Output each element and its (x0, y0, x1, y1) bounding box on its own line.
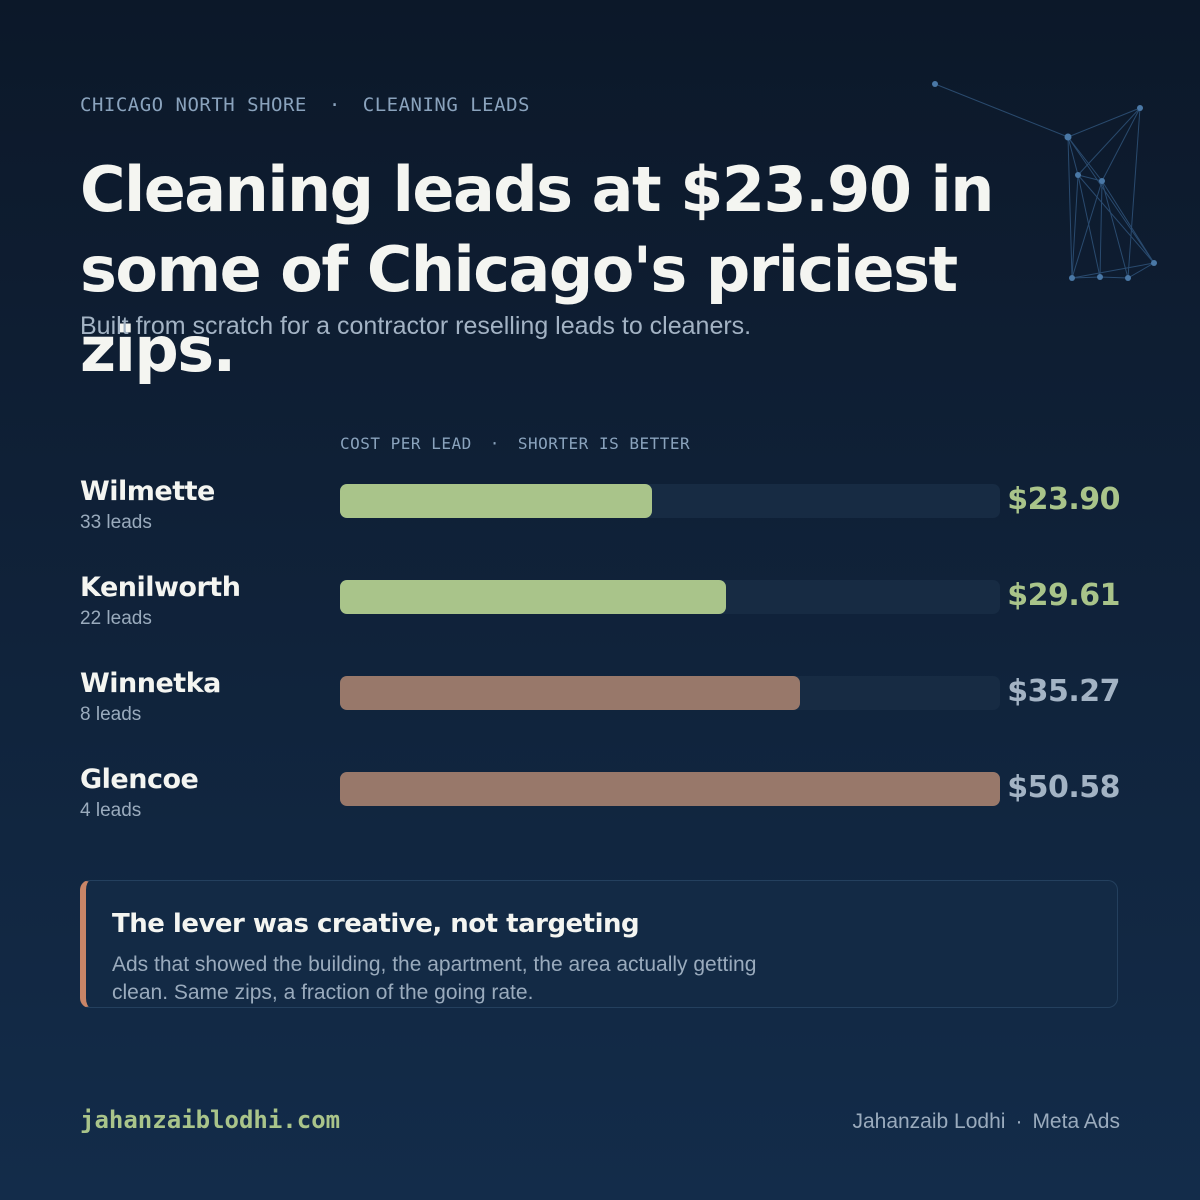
eyebrow: CHICAGO NORTH SHORE · CLEANING LEADS (80, 94, 530, 116)
network-constellation-icon (932, 81, 1157, 281)
headline: Cleaning leads at $23.90 in some of Chic… (80, 153, 994, 386)
insight-callout: The lever was creative, not targeting Ad… (80, 880, 1118, 1008)
bar-track (340, 580, 1000, 614)
chart-label-note: SHORTER IS BETTER (517, 434, 691, 453)
eyebrow-category: CLEANING LEADS (362, 94, 530, 116)
lead-count: 33 leads (80, 512, 152, 533)
bar-track (340, 676, 1000, 710)
callout-title: The lever was creative, not targeting (112, 909, 640, 939)
eyebrow-separator: · (328, 94, 341, 116)
zip-name: Winnetka (80, 668, 221, 699)
cost-per-lead-value: $23.90 (1007, 482, 1120, 517)
chart-row-glencoe: Glencoe 4 leads $50.58 (80, 764, 1120, 834)
lead-count: 22 leads (80, 608, 152, 629)
cost-per-lead-value: $35.27 (1007, 674, 1120, 709)
bar-kenilworth (340, 580, 726, 614)
zip-name: Glencoe (80, 764, 199, 795)
bar-track (340, 772, 1000, 806)
zip-name: Kenilworth (80, 572, 241, 603)
chart-label-metric: COST PER LEAD (340, 434, 472, 453)
bar-glencoe (340, 772, 1000, 806)
chart-row-kenilworth: Kenilworth 22 leads $29.61 (80, 572, 1120, 642)
bar-winnetka (340, 676, 800, 710)
cost-per-lead-value: $50.58 (1007, 770, 1120, 805)
lead-count: 4 leads (80, 800, 142, 821)
chart-label: COST PER LEAD · SHORTER IS BETTER (340, 434, 690, 453)
footer-credit: Jahanzaib Lodhi · Meta Ads (852, 1110, 1120, 1134)
zip-name: Wilmette (80, 476, 215, 507)
lead-count: 8 leads (80, 704, 142, 725)
subtitle: Built from scratch for a contractor rese… (80, 312, 752, 340)
footer-separator: · (1015, 1110, 1023, 1133)
cost-per-lead-value: $29.61 (1007, 578, 1120, 613)
eyebrow-location: CHICAGO NORTH SHORE (80, 94, 307, 116)
bar-wilmette (340, 484, 652, 518)
bar-track (340, 484, 1000, 518)
footer-author: Jahanzaib Lodhi (852, 1110, 1006, 1133)
footer-website[interactable]: jahanzaiblodhi.com (80, 1106, 341, 1134)
footer-service: Meta Ads (1032, 1110, 1120, 1133)
chart-row-winnetka: Winnetka 8 leads $35.27 (80, 668, 1120, 738)
chart-label-separator: · (489, 434, 500, 453)
callout-body: Ads that showed the building, the apartm… (112, 953, 757, 1004)
chart-row-wilmette: Wilmette 33 leads $23.90 (80, 476, 1120, 546)
